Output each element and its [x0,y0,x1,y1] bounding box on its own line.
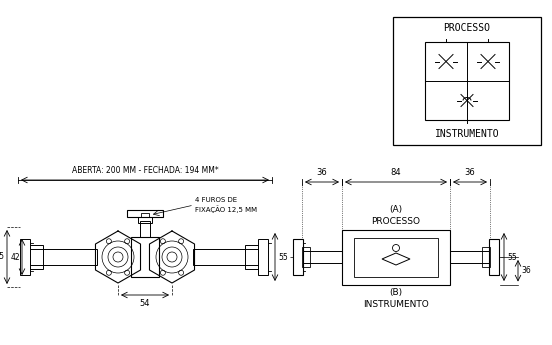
Bar [138,217,152,223]
Text: 60,5: 60,5 [0,253,5,262]
Bar [127,210,163,217]
Bar [141,213,149,217]
Bar [450,251,490,263]
Text: 55: 55 [278,253,288,262]
Bar [131,237,159,277]
Bar [193,249,258,265]
Text: PROCESSO: PROCESSO [443,23,491,33]
Bar [0,0,375,173]
Text: 36: 36 [317,168,327,177]
Bar [140,221,150,237]
Bar [482,247,490,267]
Bar [30,249,98,265]
Bar [293,239,303,275]
Text: 42: 42 [10,253,20,262]
Bar [258,239,268,275]
Bar [342,229,450,285]
Bar [302,251,342,263]
Text: (A)
PROCESSO: (A) PROCESSO [371,206,421,226]
Bar [393,17,541,145]
Text: ABERTA: 200 MM - FECHADA: 194 MM*: ABERTA: 200 MM - FECHADA: 194 MM* [72,166,219,175]
Bar [425,42,509,120]
Text: 55: 55 [507,253,517,262]
Bar [302,247,310,267]
Text: (B)
INSTRUMENTO: (B) INSTRUMENTO [363,288,429,308]
Text: 84: 84 [391,168,401,177]
Text: 36: 36 [521,266,531,275]
Text: 36: 36 [465,168,475,177]
Text: 4 FUROS DE
FIXAÇÃO 12,5 MM: 4 FUROS DE FIXAÇÃO 12,5 MM [195,197,257,213]
Text: INSTRUMENTO: INSTRUMENTO [434,129,500,139]
Bar [29,245,43,269]
Bar [354,237,438,276]
Text: 54: 54 [140,299,150,308]
Bar [20,239,30,275]
Bar [489,239,499,275]
Bar [245,245,259,269]
